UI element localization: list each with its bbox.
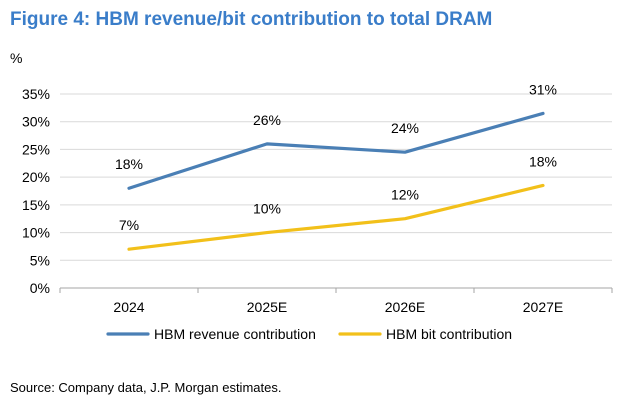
data-label: 26% — [253, 112, 281, 128]
x-tick-label: 2027E — [523, 299, 563, 315]
y-tick-label: 5% — [30, 252, 50, 268]
y-tick-label: 35% — [22, 86, 50, 102]
data-label: 18% — [115, 156, 143, 172]
legend-label: HBM revenue contribution — [154, 326, 316, 342]
data-label: 18% — [529, 153, 557, 169]
data-label: 7% — [119, 217, 139, 233]
x-tick-label: 2024 — [113, 299, 144, 315]
y-tick-label: 10% — [22, 225, 50, 241]
gridlines — [60, 93, 612, 261]
y-tick-label: 0% — [30, 280, 50, 296]
y-tick-label: 15% — [22, 197, 50, 213]
y-axis-ticks: 0% 5% 10% 15% 20% 25% 30% 35% — [22, 86, 50, 296]
series-group: 18% 26% 24% 31% 7% 10% 12% 18% — [115, 81, 557, 251]
series-line-2 — [127, 183, 545, 251]
data-label: 12% — [391, 187, 419, 203]
source-note: Source: Company data, J.P. Morgan estima… — [10, 380, 282, 395]
x-axis: 2024 2025E 2026E 2027E — [59, 287, 613, 315]
chart-title: Figure 4: HBM revenue/bit contribution t… — [10, 9, 493, 30]
data-label: 24% — [391, 120, 419, 136]
x-tick-label: 2026E — [385, 299, 425, 315]
y-tick-label: 30% — [22, 114, 50, 130]
y-tick-label: 25% — [22, 141, 50, 157]
data-label: 10% — [253, 201, 281, 217]
data-label: 31% — [529, 81, 557, 97]
y-axis-label: % — [10, 50, 22, 66]
x-tick-label: 2025E — [247, 299, 287, 315]
series-line-1 — [127, 111, 545, 190]
legend-label: HBM bit contribution — [386, 326, 512, 342]
y-tick-label: 20% — [22, 169, 50, 185]
legend: HBM revenue contribution HBM bit contribu… — [106, 326, 512, 342]
